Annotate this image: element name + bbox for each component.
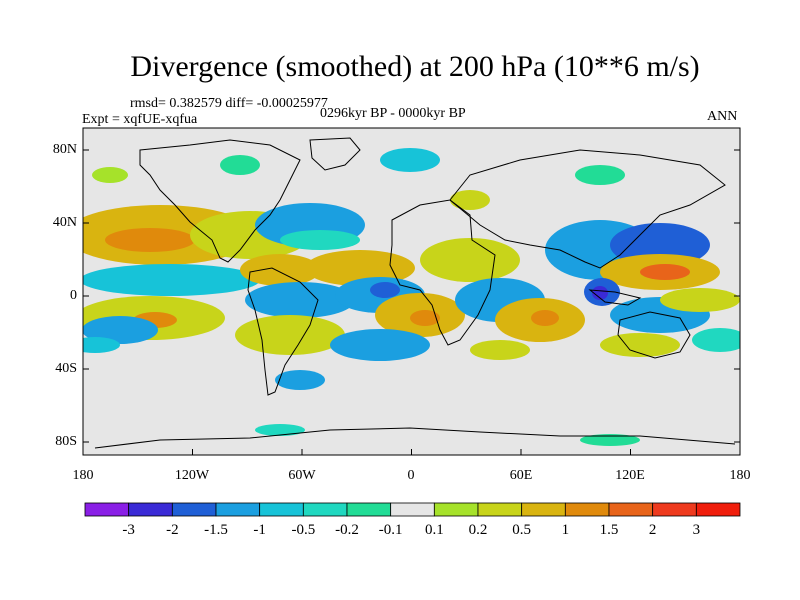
map-title: Divergence (smoothed) at 200 hPa (10**6 … <box>130 50 700 83</box>
coastline-greenland <box>309 137 361 171</box>
colorbar-label: 0.2 <box>468 522 488 538</box>
colorbar-label: -1.5 <box>204 522 228 538</box>
colorbar-swatch <box>390 502 435 517</box>
anomaly-field-patch <box>240 254 320 286</box>
coastline-north-america <box>139 139 301 263</box>
anomaly-field-patch <box>105 228 195 252</box>
lat-label-80n: 80N <box>52 142 77 157</box>
colorbar-swatch <box>128 502 173 517</box>
lat-label-0: 0 <box>70 288 77 303</box>
colorbar-label: -0.2 <box>335 522 359 538</box>
colorbar-label: -0.5 <box>291 522 316 538</box>
coastline-australia <box>617 311 691 359</box>
anomaly-field-patch <box>83 337 120 353</box>
colorbar-label: -3 <box>122 522 135 538</box>
colorbar-swatch <box>652 502 697 517</box>
colorbar-swatch <box>521 502 566 517</box>
colorbar-swatch <box>346 502 392 517</box>
anomaly-field-patch <box>640 264 690 280</box>
lon-label-180e: 180 <box>729 468 751 483</box>
rmsd-diff-stats: rmsd= 0.382579 diff= -0.00025977 <box>130 96 328 111</box>
anomaly-field-patch <box>600 333 680 357</box>
period-label: 0296kyr BP - 0000kyr BP <box>320 106 466 121</box>
coastline-europe-africa <box>389 199 496 346</box>
colorbar-label: 0.5 <box>512 522 532 538</box>
lon-label-0: 0 <box>407 468 415 483</box>
colorbar-swatch <box>171 502 217 517</box>
anomaly-field-patch <box>280 230 360 250</box>
coastline-indonesia <box>588 289 642 306</box>
anomaly-field-patch <box>470 340 530 360</box>
lon-label-180w: 180 <box>72 468 94 483</box>
anomaly-field-patch <box>235 315 345 355</box>
colorbar-label: 1 <box>561 522 570 538</box>
anomaly-field-patch <box>531 310 559 326</box>
anomaly-field-patch <box>660 288 740 312</box>
colorbar-swatch <box>259 502 304 517</box>
anomaly-field-patch <box>580 434 640 446</box>
anomaly-field-patch <box>330 329 430 361</box>
lon-label-120e: 120E <box>615 468 645 483</box>
coastline-asia <box>449 149 726 269</box>
anomaly-field-patch <box>275 370 325 390</box>
colorbar-label: -0.1 <box>378 522 403 538</box>
season-label: ANN <box>707 109 738 124</box>
anomaly-field-patch <box>692 328 740 352</box>
coastline-south-america <box>247 267 319 396</box>
colorbar-swatch <box>215 502 261 517</box>
anomaly-field-patch <box>83 316 158 344</box>
colorbar-label: 1.5 <box>599 522 619 538</box>
colorbar-swatch <box>84 502 130 517</box>
lat-label-80s: 80S <box>55 434 77 449</box>
lat-ticks <box>83 149 740 443</box>
anomaly-field-patch <box>380 148 440 172</box>
colorbar-label: 0.1 <box>424 522 444 538</box>
colorbar-swatch <box>433 502 479 517</box>
coastlines <box>94 137 736 449</box>
colorbar-swatch <box>564 502 610 517</box>
lon-label-120w: 120W <box>174 468 210 483</box>
lon-label-60w: 60W <box>288 468 316 483</box>
anomaly-field-patch <box>420 238 520 282</box>
colorbar-label: 3 <box>692 522 701 538</box>
colorbar-swatch <box>695 502 741 517</box>
lon-label-60e: 60E <box>509 468 533 483</box>
colorbar-label: 2 <box>648 522 657 538</box>
anomaly-field-patch <box>575 165 625 185</box>
anomaly-field-patch <box>83 264 260 296</box>
anomaly-field-patch <box>255 424 305 436</box>
coastline-antarctica <box>94 427 736 449</box>
anomaly-field-patch <box>450 190 490 210</box>
lat-label-40n: 40N <box>52 215 77 230</box>
lon-ticks <box>82 449 741 455</box>
anomaly-field-patch <box>220 155 260 175</box>
colorbar-swatch <box>302 502 348 517</box>
map-field <box>83 128 740 455</box>
colorbar <box>84 502 741 517</box>
colorbar-swatch <box>477 502 523 517</box>
experiment-label: Expt = xqfUE-xqfua <box>82 112 198 127</box>
lat-label-40s: 40S <box>55 361 77 376</box>
anomaly-field-patch <box>592 286 608 300</box>
colorbar-swatch <box>608 502 654 517</box>
anomaly-field-patch <box>370 282 400 298</box>
anomaly-field-patch <box>305 250 415 286</box>
anomaly-field-patch <box>245 282 355 318</box>
colorbar-label: -2 <box>166 522 179 538</box>
anomaly-field-patch <box>92 167 128 183</box>
colorbar-label: -1 <box>253 522 266 538</box>
anomaly-field-patch <box>410 310 440 326</box>
